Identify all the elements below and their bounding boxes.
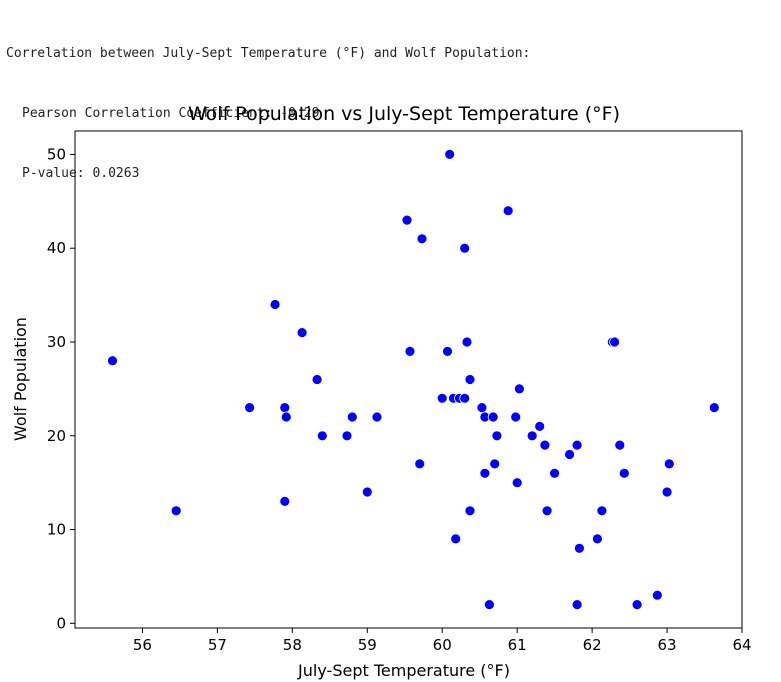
data-point xyxy=(534,420,546,432)
data-point xyxy=(444,148,456,160)
data-point xyxy=(280,411,292,423)
data-point xyxy=(483,599,495,610)
data-point xyxy=(461,336,473,348)
x-tick-label: 63 xyxy=(658,636,677,654)
data-point xyxy=(539,439,551,451)
data-point xyxy=(464,374,476,385)
data-point xyxy=(541,505,553,517)
data-point xyxy=(464,505,476,517)
data-point xyxy=(436,392,448,404)
data-point xyxy=(416,233,428,245)
data-point xyxy=(631,599,643,610)
data-point xyxy=(459,392,471,404)
data-point xyxy=(476,402,488,414)
y-tick-label: 30 xyxy=(47,333,66,351)
x-axis-label: July-Sept Temperature (°F) xyxy=(297,661,510,680)
y-tick-label: 0 xyxy=(56,614,66,632)
x-tick-label: 58 xyxy=(283,636,302,654)
data-point xyxy=(401,214,413,226)
data-point xyxy=(170,505,182,517)
data-point xyxy=(511,477,523,489)
data-point xyxy=(549,467,560,479)
x-tick-label: 59 xyxy=(358,636,377,654)
y-tick-label: 40 xyxy=(47,239,66,257)
data-point xyxy=(596,505,608,517)
data-point xyxy=(574,542,585,554)
data-point xyxy=(269,299,281,310)
x-tick-label: 62 xyxy=(583,636,602,654)
data-point xyxy=(651,589,663,601)
pearson-coefficient: Pearson Correlation Coefficient: -0.29 xyxy=(22,106,320,121)
data-point xyxy=(414,458,426,470)
data-point xyxy=(491,430,503,442)
chart-title: Wolf Population vs July-Sept Temperature… xyxy=(188,103,620,125)
console-output: Correlation between July-Sept Temperatur… xyxy=(6,4,530,204)
data-point xyxy=(564,449,575,460)
data-point xyxy=(107,355,118,367)
correlation-heading: Correlation between July-Sept Temperatur… xyxy=(6,46,531,61)
scatter-points xyxy=(107,148,720,610)
data-point xyxy=(279,495,291,507)
x-tick-label: 56 xyxy=(133,636,152,654)
data-point xyxy=(502,205,514,217)
data-point xyxy=(316,430,328,442)
data-point xyxy=(244,402,256,414)
x-tick-label: 57 xyxy=(208,636,227,654)
data-point xyxy=(614,439,626,451)
x-tick-label: 64 xyxy=(732,636,751,654)
data-point xyxy=(526,430,538,442)
p-value: P-value: 0.0263 xyxy=(22,166,140,181)
y-tick-label: 50 xyxy=(47,145,66,163)
data-point xyxy=(487,411,499,423)
data-point xyxy=(311,374,323,385)
data-point xyxy=(609,336,620,348)
y-axis-label: Wolf Population xyxy=(11,317,30,441)
plot-frame xyxy=(74,130,743,629)
data-point xyxy=(279,402,291,414)
data-point xyxy=(571,439,583,451)
data-point xyxy=(618,467,630,479)
data-point xyxy=(404,345,416,357)
data-point xyxy=(514,383,525,395)
data-point xyxy=(361,486,373,498)
x-tick-label: 60 xyxy=(433,636,452,654)
data-point xyxy=(661,486,673,498)
data-point xyxy=(371,411,383,423)
data-point xyxy=(296,327,308,339)
data-point xyxy=(663,458,675,470)
data-point xyxy=(442,345,453,357)
data-point xyxy=(479,467,491,479)
data-point xyxy=(459,242,471,254)
data-point xyxy=(489,458,501,470)
x-axis-ticks: 56 57 58 59 60 61 62 63 64 xyxy=(133,628,752,654)
y-axis-ticks: 0 10 20 30 40 50 xyxy=(47,145,75,632)
data-point xyxy=(592,533,603,545)
y-tick-label: 10 xyxy=(47,521,66,539)
data-point xyxy=(571,599,583,610)
data-point xyxy=(510,411,522,423)
data-point xyxy=(341,430,353,442)
y-tick-label: 20 xyxy=(47,427,66,445)
data-point xyxy=(346,411,358,423)
data-point xyxy=(450,533,462,545)
data-point xyxy=(708,402,720,414)
x-tick-label: 61 xyxy=(508,636,527,654)
